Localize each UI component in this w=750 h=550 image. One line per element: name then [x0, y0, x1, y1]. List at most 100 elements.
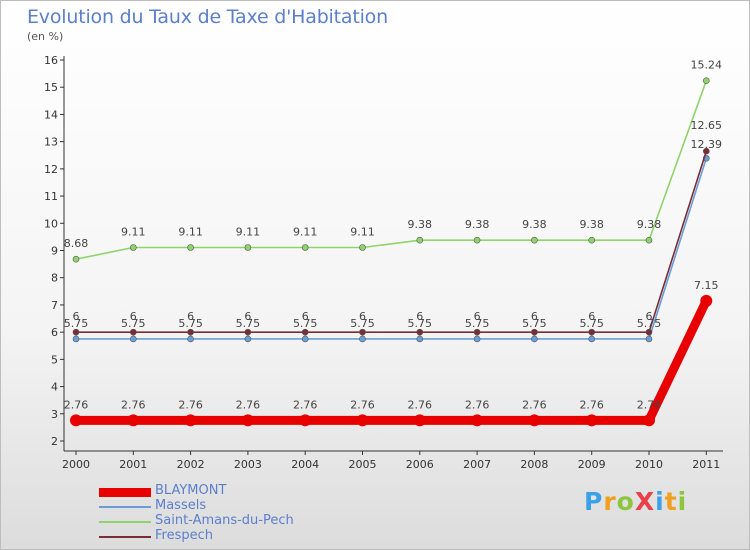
data-label: 5.75: [465, 317, 490, 330]
data-point: [645, 236, 653, 244]
data-label: 2.76: [121, 398, 146, 411]
y-tick-label: 11: [44, 190, 58, 203]
data-label: 2.76: [579, 398, 604, 411]
data-point: [244, 244, 252, 251]
x-tick-label: 2003: [234, 458, 262, 471]
data-label: 7.15: [694, 279, 719, 292]
y-tick-label: 16: [44, 54, 58, 67]
y-tick-label: 7: [51, 299, 58, 312]
data-point: [359, 328, 366, 336]
data-label: 5.75: [121, 317, 146, 330]
data-point: [643, 414, 655, 427]
x-tick-label: 2002: [177, 458, 205, 471]
data-label: 5.75: [350, 317, 375, 330]
data-label: 5.75: [579, 317, 604, 330]
logo-letter: t: [664, 487, 678, 516]
data-label: 5.75: [236, 317, 261, 330]
data-point: [187, 244, 194, 251]
legend-swatch: [99, 536, 151, 538]
y-tick-label: 14: [44, 108, 58, 121]
data-point: [702, 147, 710, 155]
y-tick-label: 10: [44, 217, 58, 230]
data-point: [301, 335, 309, 343]
data-point: [72, 255, 80, 263]
data-label: 5.75: [522, 317, 547, 330]
y-tick-label: 15: [44, 81, 58, 94]
chart-subtitle: (en %): [27, 30, 64, 43]
data-label: 5.75: [293, 317, 318, 330]
data-label: 6: [646, 310, 653, 323]
series-line-massels: [75, 157, 708, 340]
series-line-frespech: [75, 150, 708, 333]
data-point: [359, 244, 366, 251]
chart-title: Evolution du Taux de Taxe d'Habitation: [27, 6, 388, 28]
data-point: [702, 77, 710, 84]
y-tick-label: 13: [44, 136, 58, 149]
data-label: 2.76: [64, 398, 89, 411]
y-tick-label: 6: [51, 326, 58, 339]
y-tick-label: 5: [51, 353, 58, 366]
data-point: [244, 335, 252, 343]
data-label: 9.11: [236, 226, 261, 239]
y-tick-label: 8: [51, 272, 58, 285]
data-label: 6: [416, 310, 423, 323]
data-point: [531, 335, 538, 343]
data-point: [241, 414, 254, 427]
y-tick-label: 2: [51, 435, 58, 448]
data-point: [130, 244, 137, 251]
x-tick-label: 2009: [578, 458, 606, 471]
x-tick-label: 2010: [635, 458, 663, 471]
data-label: 2.76: [637, 398, 662, 411]
data-label: 9.11: [121, 226, 146, 239]
data-point: [531, 328, 538, 336]
logo-letter: r: [603, 487, 617, 516]
y-tick-label: 9: [51, 245, 58, 258]
data-label: 5.75: [637, 317, 662, 330]
x-tick-label: 2007: [463, 458, 491, 471]
data-label: 6: [302, 310, 309, 323]
data-label: 2.76: [178, 398, 203, 411]
data-point: [473, 335, 481, 343]
data-point: [471, 414, 484, 427]
x-tick-label: 2011: [692, 458, 720, 471]
data-point: [588, 328, 596, 336]
data-point: [187, 328, 194, 336]
legend-swatch: [99, 521, 151, 523]
legend-label: Saint-Amans-du-Pech: [155, 513, 294, 528]
data-label: 9.38: [637, 218, 662, 231]
data-point: [301, 244, 309, 251]
data-label: 9.38: [579, 218, 604, 231]
legend-label: Massels: [155, 498, 207, 513]
line-chart: 2 3 4 5 6 7 8 9 10 11 12 13 14 15 16 2000 2001 2002 2003 20…: [44, 54, 723, 471]
data-point: [416, 335, 424, 343]
logo-letter: P: [584, 487, 604, 516]
data-label: 2.76: [293, 398, 318, 411]
data-label: 2.76: [236, 398, 261, 411]
x-tick-label: 2006: [406, 458, 434, 471]
data-point: [127, 414, 140, 427]
data-label: 2.76: [465, 398, 490, 411]
data-label: 12.39: [691, 138, 723, 151]
y-tick-label: 4: [51, 381, 58, 394]
data-point: [585, 414, 598, 427]
data-point: [588, 236, 596, 244]
data-point: [528, 414, 541, 427]
legend-swatch: [99, 487, 151, 497]
series-line-blaymont: [71, 296, 711, 425]
y-tick-label: 3: [51, 408, 58, 421]
data-label: 6: [187, 310, 194, 323]
data-label: 2.76: [408, 398, 433, 411]
data-point: [184, 414, 197, 427]
proxiti-logo: ProXiti: [584, 487, 687, 516]
data-point: [416, 236, 424, 244]
data-point: [700, 294, 713, 307]
data-label: 8.68: [64, 237, 89, 250]
x-tick-label: 2005: [349, 458, 377, 471]
data-point: [588, 335, 596, 343]
logo-letter: X: [634, 487, 656, 516]
series-line-saint-amans-du-pech: [75, 79, 708, 261]
data-point: [645, 335, 653, 343]
legend-label: Frespech: [155, 528, 213, 543]
data-label: 5.75: [64, 317, 89, 330]
y-tick-label: 12: [44, 163, 58, 176]
